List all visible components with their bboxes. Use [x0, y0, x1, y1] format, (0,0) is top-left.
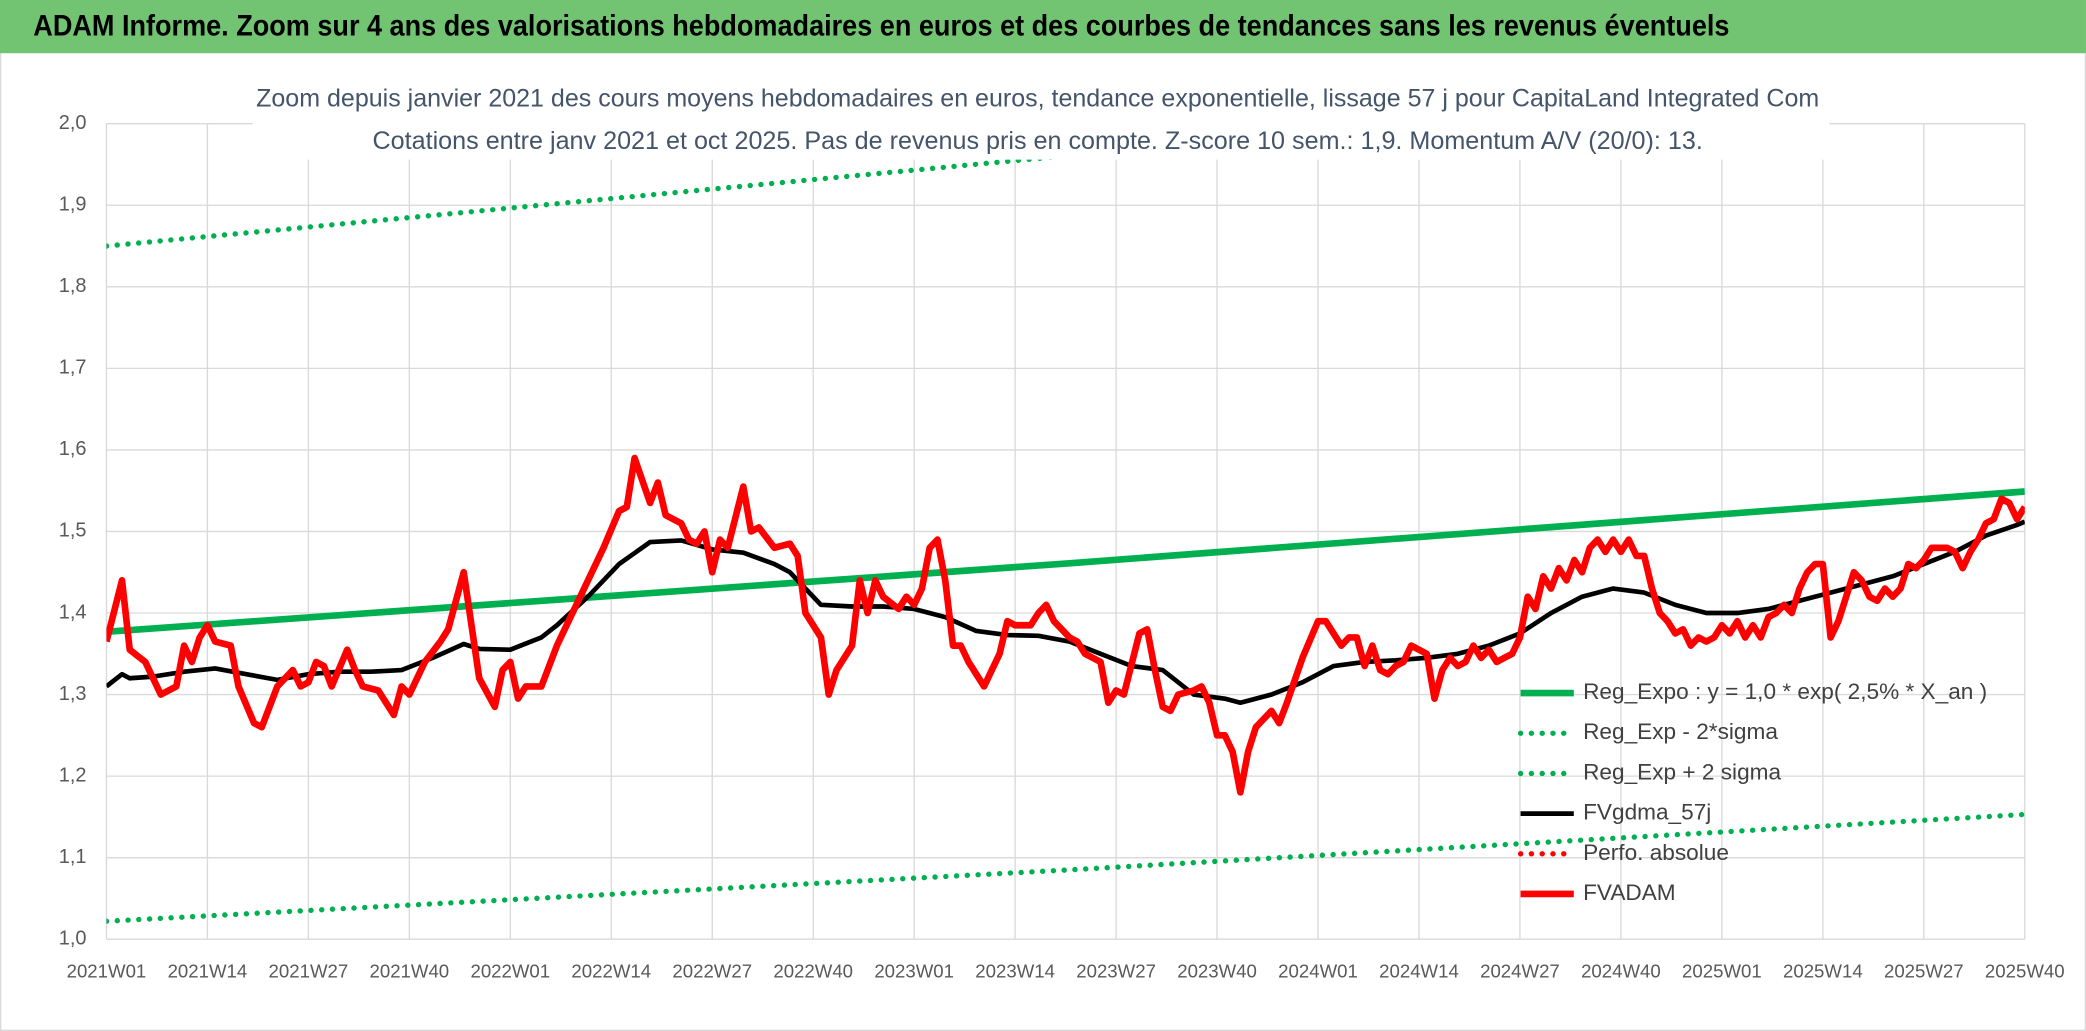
subtitle-line: Cotations entre janv 2021 et oct 2025. P…	[373, 127, 1703, 155]
grid: 1,0 1,1 1,2 1,3 1,4 1,5 1,6 1,7 1,8 1,9 2,0 2021W01…	[59, 112, 2065, 981]
y-tick-label: 1,9	[59, 194, 87, 216]
legend-label: Perfo. absolue	[1583, 840, 1729, 865]
y-tick-label: 1,1	[59, 846, 87, 868]
series-line	[106, 811, 2025, 924]
x-tick-label: 2025W14	[1783, 960, 1863, 981]
x-tick-label: 2021W27	[269, 960, 349, 981]
x-tick-label: 2023W27	[1076, 960, 1156, 981]
y-tick-label: 1,0	[59, 927, 87, 949]
legend: Reg_Expo : y = 1,0 * exp( 2,5% * X_an ) R…	[1517, 679, 1987, 905]
y-tick-label: 1,8	[59, 275, 87, 297]
y-tick-label: 1,3	[59, 683, 87, 705]
y-tick-label: 1,2	[59, 764, 87, 786]
subtitle-line: Zoom depuis janvier 2021 des cours moyen…	[256, 84, 1819, 112]
y-tick-label: 1,7	[59, 357, 87, 379]
x-tick-label: 2021W01	[67, 960, 147, 981]
x-tick-label: 2024W01	[1278, 960, 1358, 981]
x-tick-label: 2022W14	[571, 960, 651, 981]
legend-label: Reg_Expo : y = 1,0 * exp( 2,5% * X_an )	[1583, 679, 1987, 704]
legend-label: FVADAM	[1583, 880, 1676, 905]
y-tick-label: 1,6	[59, 438, 87, 460]
x-tick-label: 2022W27	[672, 960, 752, 981]
x-tick-label: 2024W27	[1480, 960, 1560, 981]
x-tick-label: 2022W40	[773, 960, 853, 981]
x-tick-label: 2025W40	[1985, 960, 2065, 981]
x-tick-label: 2021W40	[370, 960, 450, 981]
legend-label: Reg_Exp + 2 sigma	[1583, 759, 1781, 784]
x-tick-label: 2023W01	[874, 960, 954, 981]
series-line	[106, 454, 2025, 796]
y-tick-label: 1,5	[59, 520, 87, 542]
legend-label: FVgdma_57j	[1583, 800, 1711, 825]
x-tick-label: 2025W27	[1884, 960, 1964, 981]
y-tick-label: 1,4	[59, 601, 87, 623]
x-tick-label: 2025W01	[1682, 960, 1762, 981]
x-tick-label: 2024W40	[1581, 960, 1661, 981]
title-bar	[0, 0, 2086, 54]
series-line	[106, 519, 2025, 706]
series-line	[106, 488, 2025, 636]
x-tick-label: 2021W14	[168, 960, 248, 981]
y-tick-label: 2,0	[59, 112, 87, 134]
x-tick-label: 2024W14	[1379, 960, 1459, 981]
x-tick-label: 2023W14	[975, 960, 1055, 981]
x-tick-label: 2022W01	[470, 960, 550, 981]
x-tick-label: 2023W40	[1177, 960, 1257, 981]
legend-label: Reg_Exp - 2*sigma	[1583, 719, 1778, 744]
subtitle-box	[252, 77, 1830, 160]
chart-title: ADAM Informe. Zoom sur 4 ans des valoris…	[33, 11, 1729, 43]
